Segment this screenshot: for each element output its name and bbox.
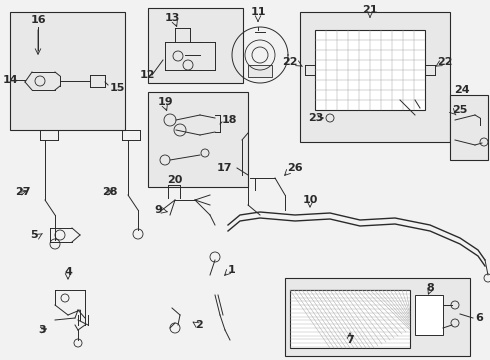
Text: 22: 22 bbox=[437, 57, 452, 67]
Text: 27: 27 bbox=[15, 187, 30, 197]
Bar bbox=[315, 30, 425, 110]
Text: 13: 13 bbox=[165, 13, 180, 23]
Text: 28: 28 bbox=[102, 187, 118, 197]
Text: 8: 8 bbox=[426, 283, 434, 293]
Bar bbox=[285, 278, 470, 356]
Text: 18: 18 bbox=[222, 115, 238, 125]
Text: 23: 23 bbox=[308, 113, 323, 123]
Text: 16: 16 bbox=[30, 15, 46, 25]
Text: 12: 12 bbox=[140, 70, 155, 80]
Text: 6: 6 bbox=[475, 313, 483, 323]
Text: 5: 5 bbox=[30, 230, 38, 240]
Bar bbox=[148, 92, 248, 187]
Text: 21: 21 bbox=[362, 5, 378, 15]
Bar bbox=[248, 65, 272, 77]
Text: 2: 2 bbox=[195, 320, 203, 330]
Bar bbox=[148, 8, 243, 83]
Text: 7: 7 bbox=[346, 335, 354, 345]
Text: 25: 25 bbox=[452, 105, 467, 115]
Text: 14: 14 bbox=[3, 75, 19, 85]
Bar bbox=[290, 290, 410, 348]
Text: 22: 22 bbox=[283, 57, 298, 67]
Text: 15: 15 bbox=[110, 83, 125, 93]
Text: 20: 20 bbox=[167, 175, 183, 185]
Bar bbox=[450, 95, 488, 160]
Text: 9: 9 bbox=[154, 205, 162, 215]
Bar bbox=[415, 295, 443, 335]
Text: 17: 17 bbox=[217, 163, 232, 173]
Text: 24: 24 bbox=[454, 85, 470, 95]
Bar bbox=[300, 12, 450, 142]
Text: 26: 26 bbox=[287, 163, 303, 173]
Text: 19: 19 bbox=[158, 97, 173, 107]
Bar bbox=[10, 12, 125, 130]
Text: 3: 3 bbox=[38, 325, 46, 335]
Text: 11: 11 bbox=[250, 7, 266, 17]
Text: 1: 1 bbox=[228, 265, 236, 275]
Text: 4: 4 bbox=[64, 267, 72, 277]
Text: 10: 10 bbox=[302, 195, 318, 205]
